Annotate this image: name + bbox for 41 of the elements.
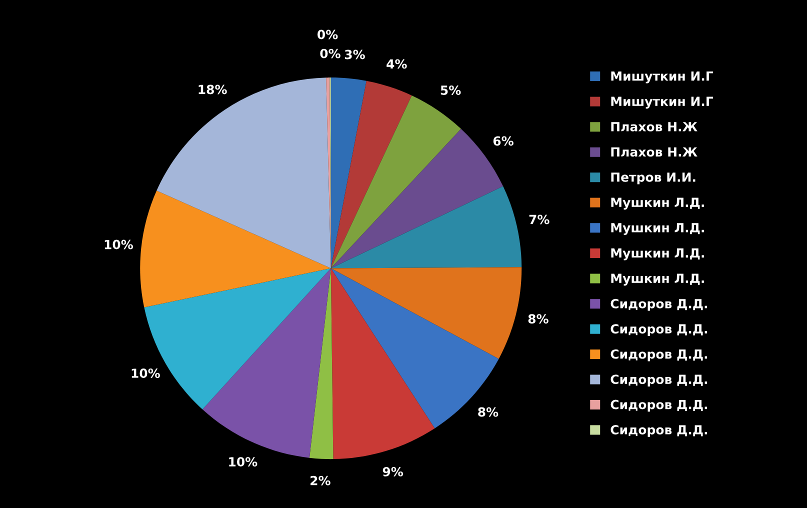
legend-label: Сидоров Д.Д.	[610, 425, 708, 437]
pie-slice	[330, 80, 412, 268]
pie-slice	[330, 78, 366, 268]
data-label: 8%	[528, 314, 548, 324]
data-label: 2%	[310, 476, 330, 486]
legend-label: Петров И.И.	[611, 172, 696, 184]
legend-label: Сидоров Д.Д.	[610, 298, 708, 311]
data-label: 0%	[318, 30, 338, 40]
pie-slice	[330, 96, 462, 268]
data-label: 3%	[344, 50, 365, 60]
data-label: 6%	[493, 136, 514, 146]
data-label: 0%	[320, 48, 340, 58]
legend-label: Плахов Н.Ж	[611, 147, 698, 157]
data-label: 18%	[198, 84, 227, 94]
legend-label: Мишуткин И.Г	[611, 96, 714, 109]
data-label: 10%	[229, 457, 258, 467]
pie-slice	[330, 186, 522, 268]
legend-label: Плахов Н.Ж	[611, 122, 698, 132]
pie-slice	[330, 268, 499, 428]
data-label: 9%	[382, 466, 404, 476]
pie-slice	[330, 267, 522, 359]
pie-slice	[330, 268, 435, 460]
data-label: 10%	[104, 240, 133, 250]
legend-label: Сидоров Д.Д.	[610, 374, 708, 386]
legend-label: Мушкин Л.Д.	[611, 198, 704, 210]
legend-label: Мушкин Л.Д.	[611, 248, 704, 260]
pie-slice	[309, 268, 334, 460]
pie-slice	[202, 268, 331, 458]
legend-label: Сидоров Д.Д.	[610, 349, 708, 362]
data-label: 10%	[132, 368, 160, 378]
data-label: 8%	[478, 407, 498, 417]
data-label: 4%	[386, 59, 407, 69]
pie-slice	[140, 190, 331, 308]
data-label: 5%	[440, 85, 461, 95]
legend-label: Мушкин Л.Д.	[611, 274, 704, 286]
legend-label: Мишуткин И.Г	[611, 71, 714, 84]
pie-slice	[156, 78, 331, 268]
data-label: 7%	[529, 214, 550, 224]
legend-label: Сидоров Д.Д.	[610, 324, 708, 336]
legend-label: Мушкин Л.Д.	[611, 223, 704, 235]
legend-label: Сидоров Д.Д.	[610, 400, 708, 412]
